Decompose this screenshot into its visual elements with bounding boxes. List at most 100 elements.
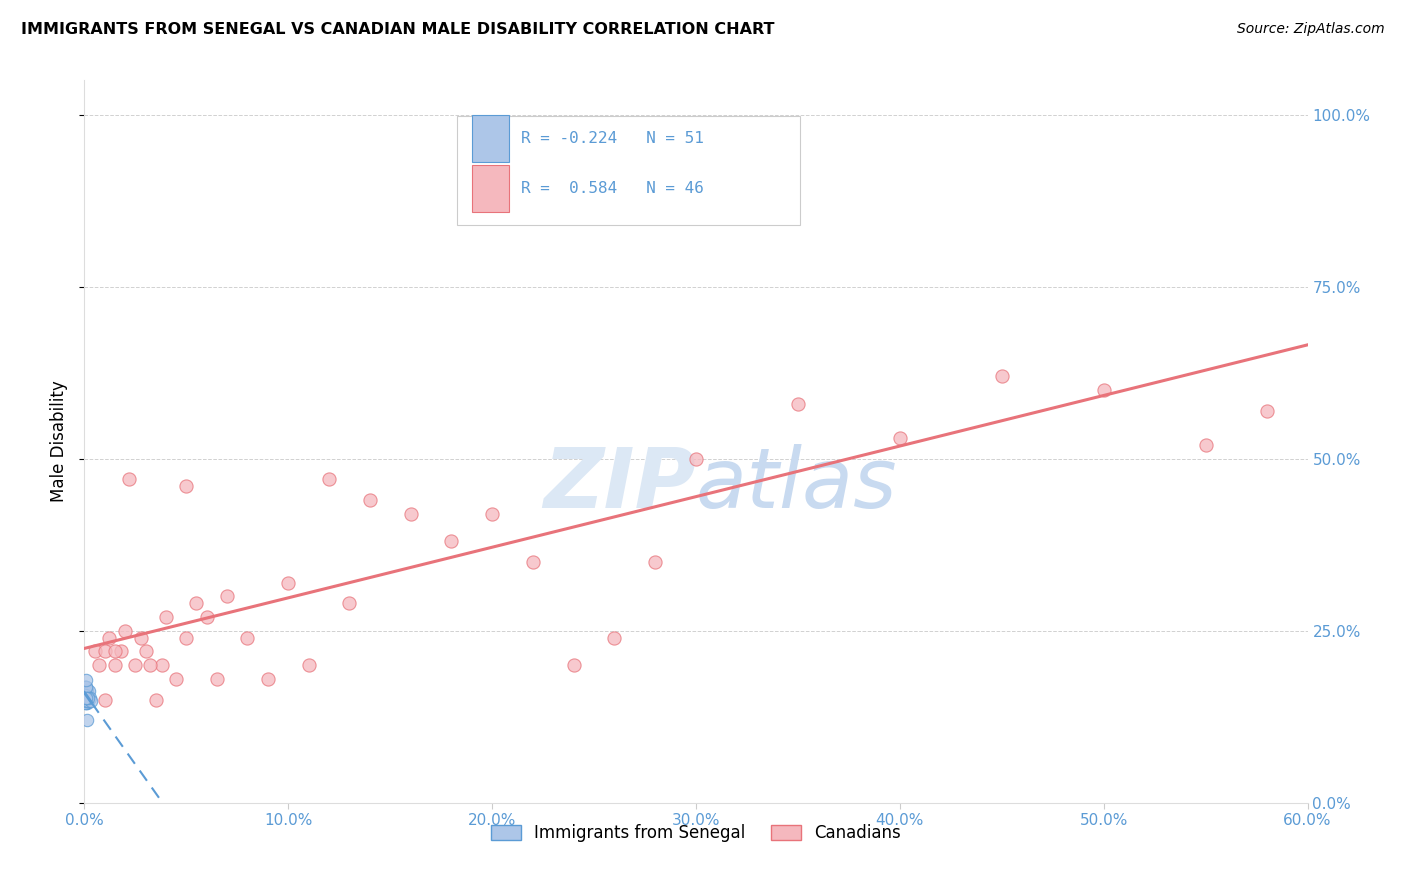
Text: IMMIGRANTS FROM SENEGAL VS CANADIAN MALE DISABILITY CORRELATION CHART: IMMIGRANTS FROM SENEGAL VS CANADIAN MALE… — [21, 22, 775, 37]
Legend: Immigrants from Senegal, Canadians: Immigrants from Senegal, Canadians — [485, 817, 907, 848]
Point — [75, 691, 97, 706]
Point — [603, 631, 626, 645]
Point — [75, 682, 97, 697]
Point — [150, 658, 173, 673]
Point — [75, 680, 97, 694]
Point — [440, 534, 463, 549]
Point — [76, 696, 98, 710]
Point — [991, 369, 1014, 384]
Point — [75, 673, 97, 688]
Point — [165, 672, 187, 686]
Point — [75, 691, 97, 706]
Point — [75, 682, 97, 697]
Point — [75, 688, 97, 702]
Point — [75, 691, 97, 706]
Point — [217, 590, 239, 604]
Point — [124, 658, 146, 673]
Point — [76, 688, 98, 702]
Point — [75, 686, 97, 700]
Point — [75, 688, 97, 702]
Point — [75, 686, 97, 700]
Point — [75, 680, 97, 694]
FancyBboxPatch shape — [472, 165, 509, 211]
Point — [97, 631, 120, 645]
Point — [93, 692, 115, 706]
Point — [318, 472, 340, 486]
Point — [75, 691, 97, 706]
Point — [83, 644, 105, 658]
Point — [174, 479, 197, 493]
Text: atlas: atlas — [696, 444, 897, 525]
Point — [155, 610, 177, 624]
Point — [236, 631, 259, 645]
Point — [76, 691, 98, 706]
Point — [195, 610, 218, 624]
Point — [110, 644, 132, 658]
Point — [75, 680, 97, 694]
Text: ZIP: ZIP — [543, 444, 696, 525]
Point — [522, 555, 544, 569]
Point — [75, 684, 97, 698]
Point — [76, 688, 98, 702]
Point — [174, 631, 197, 645]
Point — [75, 694, 97, 708]
Point — [75, 683, 97, 698]
Point — [75, 684, 97, 698]
Point — [80, 694, 103, 708]
Point — [787, 397, 810, 411]
Point — [889, 431, 911, 445]
Point — [481, 507, 503, 521]
Point — [75, 688, 97, 702]
Point — [583, 211, 606, 225]
Point — [75, 692, 97, 706]
Point — [75, 691, 97, 706]
Point — [277, 575, 299, 590]
Point — [685, 451, 707, 466]
Point — [205, 672, 228, 686]
Point — [104, 658, 127, 673]
Point — [75, 686, 97, 700]
Point — [79, 691, 101, 706]
Point — [75, 696, 97, 710]
Point — [79, 684, 101, 698]
Point — [75, 692, 97, 706]
Text: R = -0.224   N = 51: R = -0.224 N = 51 — [522, 131, 704, 146]
Point — [359, 493, 381, 508]
Point — [114, 624, 136, 638]
Point — [76, 694, 98, 708]
FancyBboxPatch shape — [457, 116, 800, 225]
Point — [76, 684, 98, 698]
Point — [644, 555, 666, 569]
Point — [75, 687, 97, 701]
Point — [257, 672, 280, 686]
Point — [76, 686, 98, 700]
Point — [77, 694, 100, 708]
Point — [76, 691, 98, 706]
Point — [75, 680, 97, 694]
Point — [1195, 438, 1218, 452]
Text: R =  0.584   N = 46: R = 0.584 N = 46 — [522, 181, 704, 196]
Point — [118, 472, 141, 486]
Point — [1256, 403, 1278, 417]
Point — [87, 658, 110, 673]
Point — [75, 684, 97, 698]
FancyBboxPatch shape — [472, 115, 509, 162]
Point — [75, 694, 97, 708]
Point — [75, 696, 97, 710]
Point — [138, 658, 160, 673]
Point — [75, 694, 97, 708]
Point — [131, 631, 153, 645]
Point — [1092, 383, 1115, 397]
Y-axis label: Male Disability: Male Disability — [51, 381, 69, 502]
Point — [75, 691, 97, 706]
Point — [76, 713, 98, 727]
Point — [76, 691, 98, 706]
Point — [76, 686, 98, 700]
Point — [562, 658, 585, 673]
Point — [75, 688, 97, 702]
Point — [77, 694, 100, 708]
Point — [104, 644, 127, 658]
Point — [186, 596, 208, 610]
Point — [298, 658, 321, 673]
Point — [77, 691, 100, 706]
